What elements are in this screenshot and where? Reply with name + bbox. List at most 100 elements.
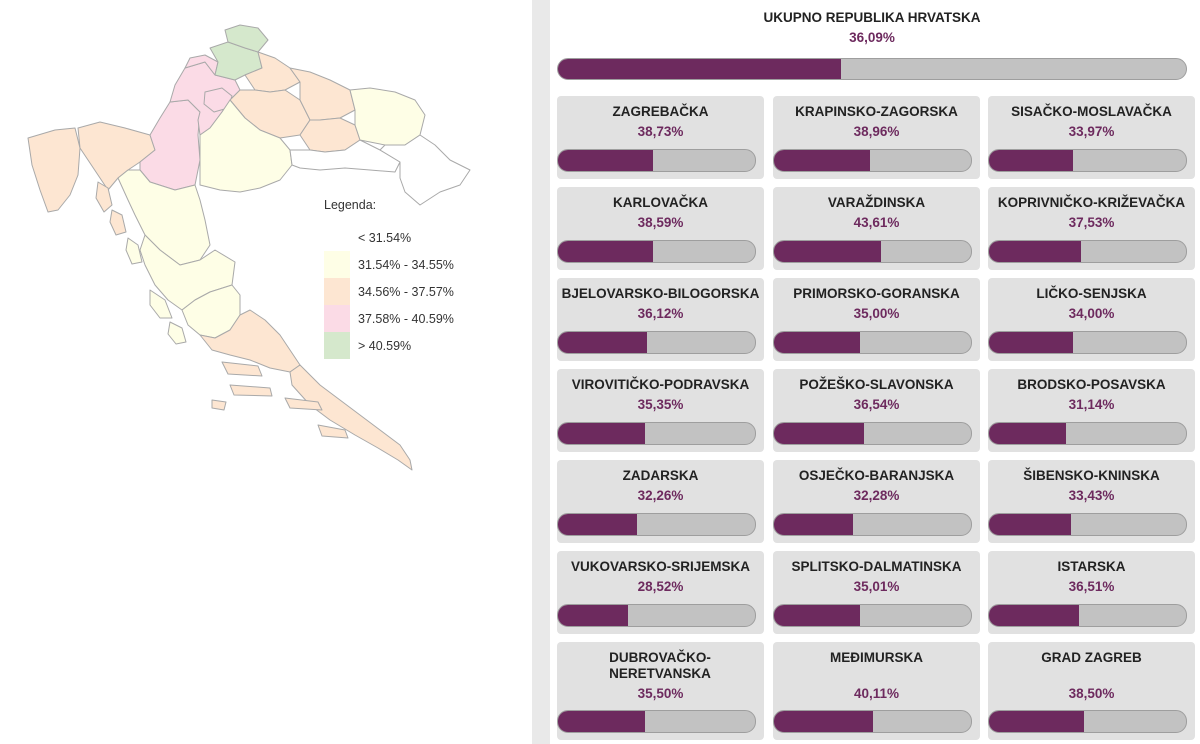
- county-progress-bar: [557, 240, 756, 263]
- county-turnout-value: 33,97%: [1068, 124, 1115, 139]
- county-progress-bar: [988, 149, 1187, 172]
- county-card[interactable]: BRODSKO-POSAVSKA 31,14%: [988, 369, 1195, 452]
- county-card[interactable]: DUBROVAČKO-NERETVANSKA 35,50%: [557, 642, 764, 740]
- county-card[interactable]: OSJEČKO-BARANJSKA 32,28%: [773, 460, 980, 543]
- total-value: 36,09%: [849, 30, 895, 45]
- county-progress-bar: [988, 422, 1187, 445]
- county-card[interactable]: SISAČKO-MOSLAVAČKA 33,97%: [988, 96, 1195, 179]
- county-card[interactable]: LIČKO-SENJSKA 34,00%: [988, 278, 1195, 361]
- county-progress-fill: [558, 150, 654, 171]
- legend-label: 31.54% - 34.55%: [358, 257, 454, 272]
- county-name: POŽEŠKO-SLAVONSKA: [799, 377, 954, 392]
- county-card[interactable]: PRIMORSKO-GORANSKA 35,00%: [773, 278, 980, 361]
- legend-swatch: [324, 224, 350, 251]
- county-turnout-value: 33,43%: [1068, 488, 1115, 503]
- map-county-brodsko-posavska[interactable]: [289, 139, 401, 173]
- county-name: DUBROVAČKO-NERETVANSKA: [609, 650, 711, 681]
- legend-item: > 40.59%: [324, 332, 484, 359]
- county-turnout-value: 36,54%: [853, 397, 900, 412]
- county-card[interactable]: POŽEŠKO-SLAVONSKA 36,54%: [773, 369, 980, 452]
- county-card[interactable]: BJELOVARSKO-BILOGORSKA 36,12%: [557, 278, 764, 361]
- county-turnout-value: 28,52%: [637, 579, 684, 594]
- county-card[interactable]: SPLITSKO-DALMATINSKA 35,01%: [773, 551, 980, 634]
- county-turnout-value: 35,00%: [853, 306, 900, 321]
- county-progress-fill: [989, 711, 1084, 732]
- map-island: [211, 399, 227, 411]
- county-card[interactable]: MEĐIMURSKA 40,11%: [773, 642, 980, 740]
- county-card[interactable]: ZAGREBAČKA 38,73%: [557, 96, 764, 179]
- county-progress-bar: [773, 422, 972, 445]
- legend-item: 31.54% - 34.55%: [324, 251, 484, 278]
- legend-label: 34.56% - 37.57%: [358, 284, 454, 299]
- county-card[interactable]: KARLOVAČKA 38,59%: [557, 187, 764, 270]
- map-island: [221, 361, 263, 377]
- county-name: ŠIBENSKO-KNINSKA: [1023, 468, 1160, 483]
- county-progress-fill: [558, 423, 646, 444]
- county-name: KOPRIVNIČKO-KRIŽEVAČKA: [997, 195, 1186, 210]
- map-island: [109, 209, 127, 236]
- county-progress-bar: [988, 240, 1187, 263]
- county-name: SISAČKO-MOSLAVAČKA: [1011, 104, 1172, 119]
- county-progress-fill: [774, 514, 854, 535]
- legend-swatch: [324, 251, 350, 278]
- map-county-medimurska[interactable]: [224, 24, 269, 53]
- map-county-osjecko-baranjska[interactable]: [349, 87, 426, 146]
- county-card[interactable]: ŠIBENSKO-KNINSKA 33,43%: [988, 460, 1195, 543]
- county-progress-fill: [989, 332, 1073, 353]
- county-turnout-value: 43,61%: [853, 215, 900, 230]
- county-progress-bar: [988, 513, 1187, 536]
- county-card[interactable]: ISTARSKA 36,51%: [988, 551, 1195, 634]
- county-card[interactable]: KOPRIVNIČKO-KRIŽEVAČKA 37,53%: [988, 187, 1195, 270]
- county-progress-bar: [557, 331, 756, 354]
- county-card[interactable]: KRAPINSKO-ZAGORSKA 38,96%: [773, 96, 980, 179]
- county-progress-bar: [773, 604, 972, 627]
- county-card[interactable]: GRAD ZAGREB 38,50%: [988, 642, 1195, 740]
- county-progress-fill: [774, 241, 882, 262]
- map-county-licko-senjska[interactable]: [117, 169, 211, 266]
- county-card[interactable]: VARAŽDINSKA 43,61%: [773, 187, 980, 270]
- county-progress-fill: [989, 241, 1082, 262]
- county-card[interactable]: ZADARSKA 32,26%: [557, 460, 764, 543]
- county-progress-bar: [557, 149, 756, 172]
- legend-title: Legenda:: [324, 198, 377, 212]
- legend-label: > 40.59%: [358, 338, 412, 353]
- total-progress-fill: [558, 59, 842, 79]
- county-card[interactable]: VIROVITIČKO-PODRAVSKA 35,35%: [557, 369, 764, 452]
- county-progress-bar: [773, 149, 972, 172]
- county-name: GRAD ZAGREB: [1041, 650, 1142, 665]
- legend-item: 37.58% - 40.59%: [324, 305, 484, 332]
- county-name: VIROVITIČKO-PODRAVSKA: [571, 377, 750, 392]
- county-name: SPLITSKO-DALMATINSKA: [791, 559, 962, 574]
- county-card[interactable]: VUKOVARSKO-SRIJEMSKA 28,52%: [557, 551, 764, 634]
- county-progress-fill: [989, 514, 1072, 535]
- county-turnout-value: 35,01%: [853, 579, 900, 594]
- county-name: KRAPINSKO-ZAGORSKA: [795, 104, 958, 119]
- county-progress-fill: [989, 423, 1066, 444]
- county-name: ZAGREBAČKA: [612, 104, 709, 119]
- county-turnout-value: 38,96%: [853, 124, 900, 139]
- map-county-dubrovacko-neretvanska[interactable]: [289, 364, 413, 471]
- panel-divider: [532, 0, 550, 744]
- legend-label: 37.58% - 40.59%: [358, 311, 454, 326]
- map-county-sisacko-moslavacka[interactable]: [199, 99, 293, 193]
- county-progress-fill: [989, 150, 1073, 171]
- county-turnout-value: 36,51%: [1068, 579, 1115, 594]
- county-turnout-value: 34,00%: [1068, 306, 1115, 321]
- map-island: [149, 289, 173, 319]
- county-name: BRODSKO-POSAVSKA: [1017, 377, 1166, 392]
- map-county-vukovarsko-srijemska[interactable]: [379, 134, 471, 206]
- legend-swatch: [324, 278, 350, 305]
- county-progress-bar: [557, 513, 756, 536]
- county-name: LIČKO-SENJSKA: [1036, 286, 1147, 301]
- county-progress-fill: [558, 514, 638, 535]
- county-progress-fill: [774, 711, 873, 732]
- map-island: [229, 384, 273, 397]
- map-county-istarska[interactable]: [27, 127, 81, 213]
- map-county-splitsko-dalmatinska[interactable]: [199, 309, 301, 373]
- county-name: KARLOVAČKA: [613, 195, 708, 210]
- county-turnout-value: 37,53%: [1068, 215, 1115, 230]
- total-name: UKUPNO REPUBLIKA HRVATSKA: [763, 10, 981, 25]
- county-name: ZADARSKA: [622, 468, 699, 483]
- county-progress-bar: [773, 331, 972, 354]
- county-turnout-value: 31,14%: [1068, 397, 1115, 412]
